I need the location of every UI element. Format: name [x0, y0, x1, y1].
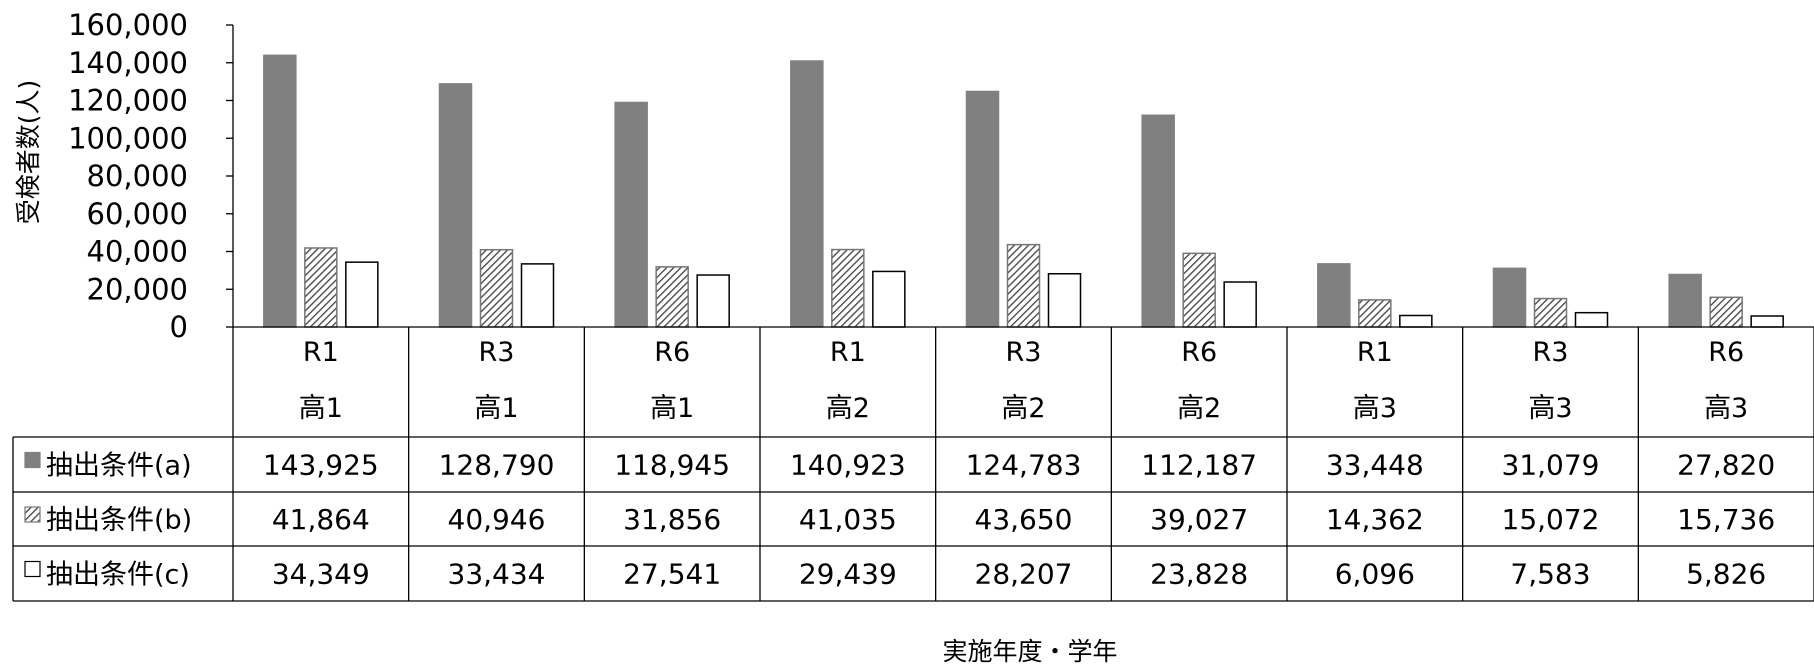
data-label: 29,439	[799, 558, 897, 591]
data-label: 118,945	[614, 449, 730, 482]
data-label: 112,187	[1141, 449, 1257, 482]
bar	[965, 90, 1000, 328]
x-tick-label-year: R1	[303, 337, 339, 368]
data-label: 5,826	[1686, 558, 1766, 591]
bar	[1574, 311, 1609, 328]
data-label: 6,096	[1335, 558, 1415, 591]
y-tick-label: 60,000	[87, 197, 188, 231]
bar	[1047, 273, 1082, 328]
y-tick-label: 40,000	[87, 235, 188, 269]
bar	[614, 101, 648, 328]
x-tick-label-grade: 高3	[1704, 393, 1748, 424]
x-tick-label-grade: 高1	[474, 393, 518, 424]
bar	[1492, 267, 1527, 328]
x-tick-label-grade: 高3	[1528, 393, 1572, 424]
bar	[1358, 299, 1392, 328]
data-label: 43,650	[975, 503, 1073, 536]
data-label: 14,362	[1326, 503, 1424, 536]
bar	[345, 261, 379, 328]
data-label: 27,541	[623, 558, 721, 591]
bars	[263, 54, 1784, 328]
y-tick-label: 140,000	[68, 46, 188, 80]
y-tick-label: 120,000	[68, 84, 188, 118]
x-tick-label-grade: 高1	[299, 393, 343, 424]
data-label: 34,349	[272, 558, 370, 591]
bar	[1141, 114, 1175, 328]
data-label: 128,790	[439, 449, 555, 482]
bar	[872, 270, 906, 328]
bar	[1006, 243, 1041, 328]
bar	[1533, 297, 1568, 328]
x-tick-label-year: R3	[1533, 337, 1569, 368]
data-label: 15,072	[1502, 503, 1600, 536]
legend-key	[24, 560, 41, 578]
bar	[438, 83, 473, 328]
x-tick-label-year: R6	[1708, 337, 1744, 368]
data-label: 31,856	[623, 503, 721, 536]
bar	[1709, 296, 1743, 328]
legend-label: 抽出条件(a)	[46, 451, 192, 482]
x-tick-label-grade: 高3	[1353, 393, 1397, 424]
bar	[696, 274, 730, 328]
data-label: 28,207	[975, 558, 1073, 591]
data-label: 124,783	[966, 449, 1082, 482]
y-tick-label: 80,000	[87, 159, 188, 193]
bar	[1223, 281, 1257, 328]
bar	[655, 266, 689, 328]
x-tick-label-year: R6	[654, 337, 690, 368]
y-tick-label: 20,000	[87, 272, 188, 306]
bar	[831, 248, 865, 328]
x-tick-label-grade: 高2	[1177, 393, 1221, 424]
legend-key	[24, 506, 41, 523]
bar	[1182, 252, 1216, 328]
data-label: 33,434	[448, 558, 546, 591]
bar	[790, 60, 824, 328]
data-label: 33,448	[1326, 449, 1424, 482]
data-label: 140,923	[790, 449, 906, 482]
bar	[263, 54, 297, 328]
x-tick-label-year: R1	[1357, 337, 1393, 368]
data-label: 7,583	[1510, 558, 1590, 591]
legend-label: 抽出条件(c)	[46, 560, 190, 591]
y-tick-label: 160,000	[68, 8, 188, 42]
bar	[1317, 263, 1351, 328]
bar	[1668, 273, 1702, 328]
data-table: R1 高1 R3 高1 R6 高1 R1 高2 R3 高2 R6 高2 R1 高3 R3 高3 R6 高3 抽出条件…	[12, 326, 1814, 602]
y-axis-label: 受検者数(人)	[14, 80, 43, 225]
legend-label: 抽出条件(b)	[46, 505, 192, 536]
x-axis-label: 実施年度・学年	[942, 637, 1117, 666]
x-tick-label-year: R3	[1006, 337, 1042, 368]
data-label: 15,736	[1677, 503, 1775, 536]
y-tick-label: 100,000	[68, 121, 188, 155]
bar	[520, 263, 555, 328]
legend-key	[24, 451, 41, 469]
x-tick-label-grade: 高2	[1001, 393, 1045, 424]
data-label: 143,925	[263, 449, 379, 482]
data-label: 41,864	[272, 503, 370, 536]
data-label: 31,079	[1502, 449, 1600, 482]
x-tick-label-year: R3	[479, 337, 515, 368]
x-tick-label-year: R1	[830, 337, 866, 368]
bar	[1399, 314, 1433, 328]
bar	[479, 248, 514, 328]
data-label: 41,035	[799, 503, 897, 536]
x-tick-label-grade: 高1	[650, 393, 694, 424]
y-tick-label: 0	[170, 310, 188, 344]
x-tick-label-year: R6	[1181, 337, 1217, 368]
x-tick-label-grade: 高2	[826, 393, 870, 424]
data-label: 27,820	[1677, 449, 1775, 482]
data-label: 39,027	[1150, 503, 1248, 536]
bar	[1750, 315, 1784, 328]
bar	[304, 247, 338, 328]
data-label: 40,946	[448, 503, 546, 536]
data-label: 23,828	[1150, 558, 1248, 591]
